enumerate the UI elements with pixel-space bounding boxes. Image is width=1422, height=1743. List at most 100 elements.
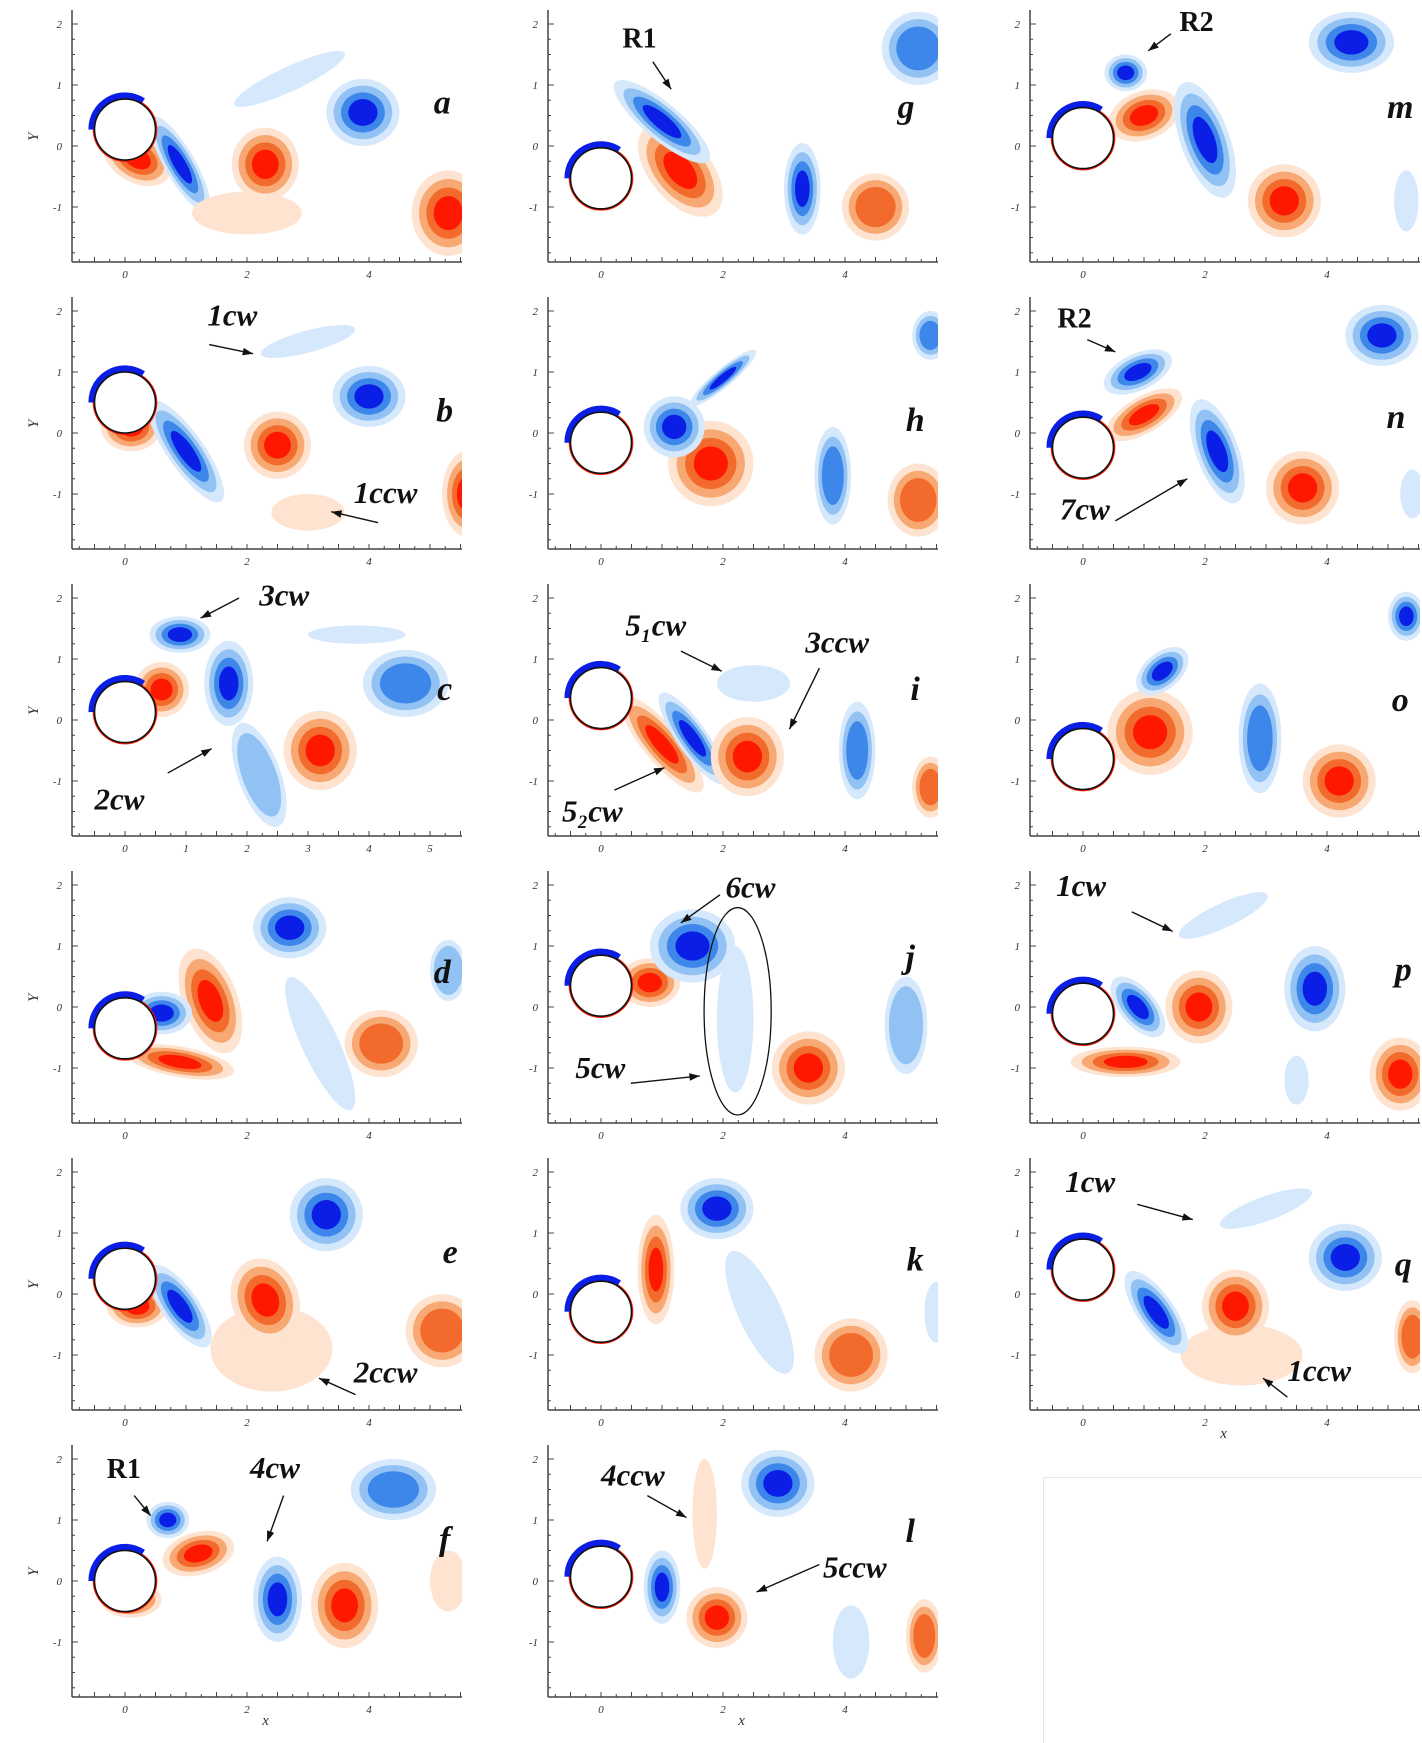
positive-vortex bbox=[1180, 1324, 1303, 1386]
y-tick-label: 2 bbox=[533, 19, 539, 31]
boundary-layer-negative bbox=[88, 92, 145, 130]
y-tick-label: 2 bbox=[1015, 306, 1021, 318]
positive-vortex bbox=[251, 1283, 280, 1317]
y-tick-label: 2 bbox=[1015, 19, 1021, 31]
negative-vortex bbox=[1394, 170, 1419, 232]
arrowhead-icon bbox=[331, 510, 343, 518]
panel-label: j bbox=[901, 939, 916, 976]
panel-j: -1 0 1 2 0 2 4 j 6cw 5cw bbox=[476, 861, 956, 1148]
x-tick-label: 4 bbox=[1324, 843, 1330, 855]
panel-label: f bbox=[439, 1521, 454, 1558]
y-tick-label: 1 bbox=[57, 80, 63, 92]
negative-vortex bbox=[763, 1469, 793, 1497]
boundary-layer-negative bbox=[564, 141, 621, 179]
panel-label: p bbox=[1392, 951, 1412, 988]
panel-label: n bbox=[1386, 399, 1405, 436]
x-tick-label: 4 bbox=[1324, 1130, 1330, 1142]
x-tick-label: 4 bbox=[366, 843, 372, 855]
y-tick-label: 1 bbox=[1015, 941, 1021, 953]
x-tick-label: 0 bbox=[122, 843, 128, 855]
y-axis-label: Y bbox=[26, 1566, 42, 1576]
negative-vortex bbox=[896, 26, 938, 71]
x-tick-label: 0 bbox=[598, 843, 604, 855]
cylinder bbox=[569, 411, 633, 475]
boundary-layer-negative bbox=[88, 674, 145, 713]
negative-vortex bbox=[348, 99, 378, 126]
y-tick-label: 0 bbox=[533, 1576, 539, 1588]
negative-vortex bbox=[159, 1512, 177, 1528]
arrowhead-icon bbox=[200, 748, 212, 757]
y-tick-label: 1 bbox=[533, 654, 539, 666]
cylinder bbox=[1051, 1238, 1115, 1301]
x-tick-label: 2 bbox=[720, 843, 726, 855]
x-tick-label: 4 bbox=[842, 843, 848, 855]
negative-vortex bbox=[702, 1196, 732, 1221]
negative-vortex bbox=[832, 1605, 870, 1679]
x-tick-label: 2 bbox=[1202, 1417, 1208, 1429]
x-tick-label: 0 bbox=[1080, 843, 1086, 855]
negative-vortex bbox=[234, 50, 346, 107]
y-tick-label: 0 bbox=[57, 1289, 63, 1301]
negative-vortex bbox=[1124, 362, 1152, 382]
boundary-layer-negative bbox=[564, 948, 621, 986]
positive-vortex bbox=[150, 678, 173, 701]
panel-k-plot: -1 0 1 2 0 2 4 k bbox=[529, 1158, 938, 1429]
x-axis-label: x bbox=[1219, 1426, 1227, 1442]
cylinder bbox=[93, 371, 157, 434]
annotation-arrow bbox=[788, 667, 821, 730]
y-tick-label: 1 bbox=[533, 941, 539, 953]
negative-vortex bbox=[888, 986, 924, 1065]
positive-vortex bbox=[271, 494, 345, 531]
negative-vortex bbox=[716, 946, 754, 1093]
negative-vortex bbox=[167, 145, 193, 184]
panel-l-plot: -1 0 1 2 0 2 4 x l 4ccw 5ccw bbox=[529, 1445, 938, 1729]
positive-vortex bbox=[1269, 186, 1299, 216]
negative-vortex bbox=[218, 666, 239, 701]
annotation-label: 5ccw bbox=[823, 1550, 887, 1585]
arrowhead-icon bbox=[1148, 41, 1159, 51]
negative-vortex bbox=[709, 366, 737, 390]
negative-vortex bbox=[678, 719, 707, 757]
panel-a-plot: -1 0 1 2 0 2 4 Ya bbox=[26, 10, 462, 281]
positive-vortex bbox=[1129, 105, 1159, 126]
y-tick-label: 2 bbox=[533, 880, 539, 892]
y-tick-label: 0 bbox=[1015, 1002, 1021, 1014]
cylinder bbox=[569, 954, 633, 1017]
y-tick-label: -1 bbox=[53, 1350, 62, 1362]
negative-vortex bbox=[1206, 430, 1229, 473]
positive-vortex bbox=[430, 1550, 462, 1612]
y-tick-label: 0 bbox=[1015, 715, 1021, 727]
y-tick-label: 1 bbox=[57, 941, 63, 953]
vorticity-field bbox=[564, 660, 938, 818]
x-tick-label: 2 bbox=[244, 843, 250, 855]
vorticity-field bbox=[564, 909, 928, 1105]
positive-vortex bbox=[1185, 992, 1213, 1022]
panel-e-plot: -1 0 1 2 0 2 4 Ye 2ccw bbox=[26, 1158, 462, 1429]
y-tick-label: 1 bbox=[533, 80, 539, 92]
annotation-label: 5₂cw bbox=[562, 794, 623, 829]
arrowhead-icon bbox=[242, 347, 254, 356]
x-axis-label: x bbox=[737, 1713, 745, 1729]
panel-l: -1 0 1 2 0 2 4 x l 4ccw 5ccw bbox=[476, 1435, 956, 1729]
y-tick-label: -1 bbox=[529, 776, 538, 788]
vorticity-field bbox=[564, 11, 938, 241]
negative-vortex bbox=[433, 946, 462, 995]
positive-vortex bbox=[158, 1054, 202, 1070]
x-tick-label: 2 bbox=[244, 556, 250, 568]
x-tick-label: 2 bbox=[720, 556, 726, 568]
negative-vortex bbox=[725, 1250, 794, 1374]
x-tick-label: 2 bbox=[244, 1417, 250, 1429]
panel-k: -1 0 1 2 0 2 4 k bbox=[476, 1148, 956, 1435]
negative-vortex bbox=[919, 320, 938, 351]
negative-vortex bbox=[642, 104, 682, 139]
annotation-arrow bbox=[1114, 478, 1188, 522]
panel-n-plot: -1 0 1 2 0 2 4 n R2 7cw bbox=[1011, 297, 1420, 568]
panel-label: d bbox=[434, 954, 452, 991]
cylinder bbox=[93, 1247, 157, 1311]
y-tick-label: -1 bbox=[53, 489, 62, 501]
x-tick-label: 0 bbox=[598, 1130, 604, 1142]
positive-vortex bbox=[420, 1308, 462, 1353]
panel-f-plot: -1 0 1 2 0 2 4 Yx f R1 4cw bbox=[26, 1445, 462, 1729]
